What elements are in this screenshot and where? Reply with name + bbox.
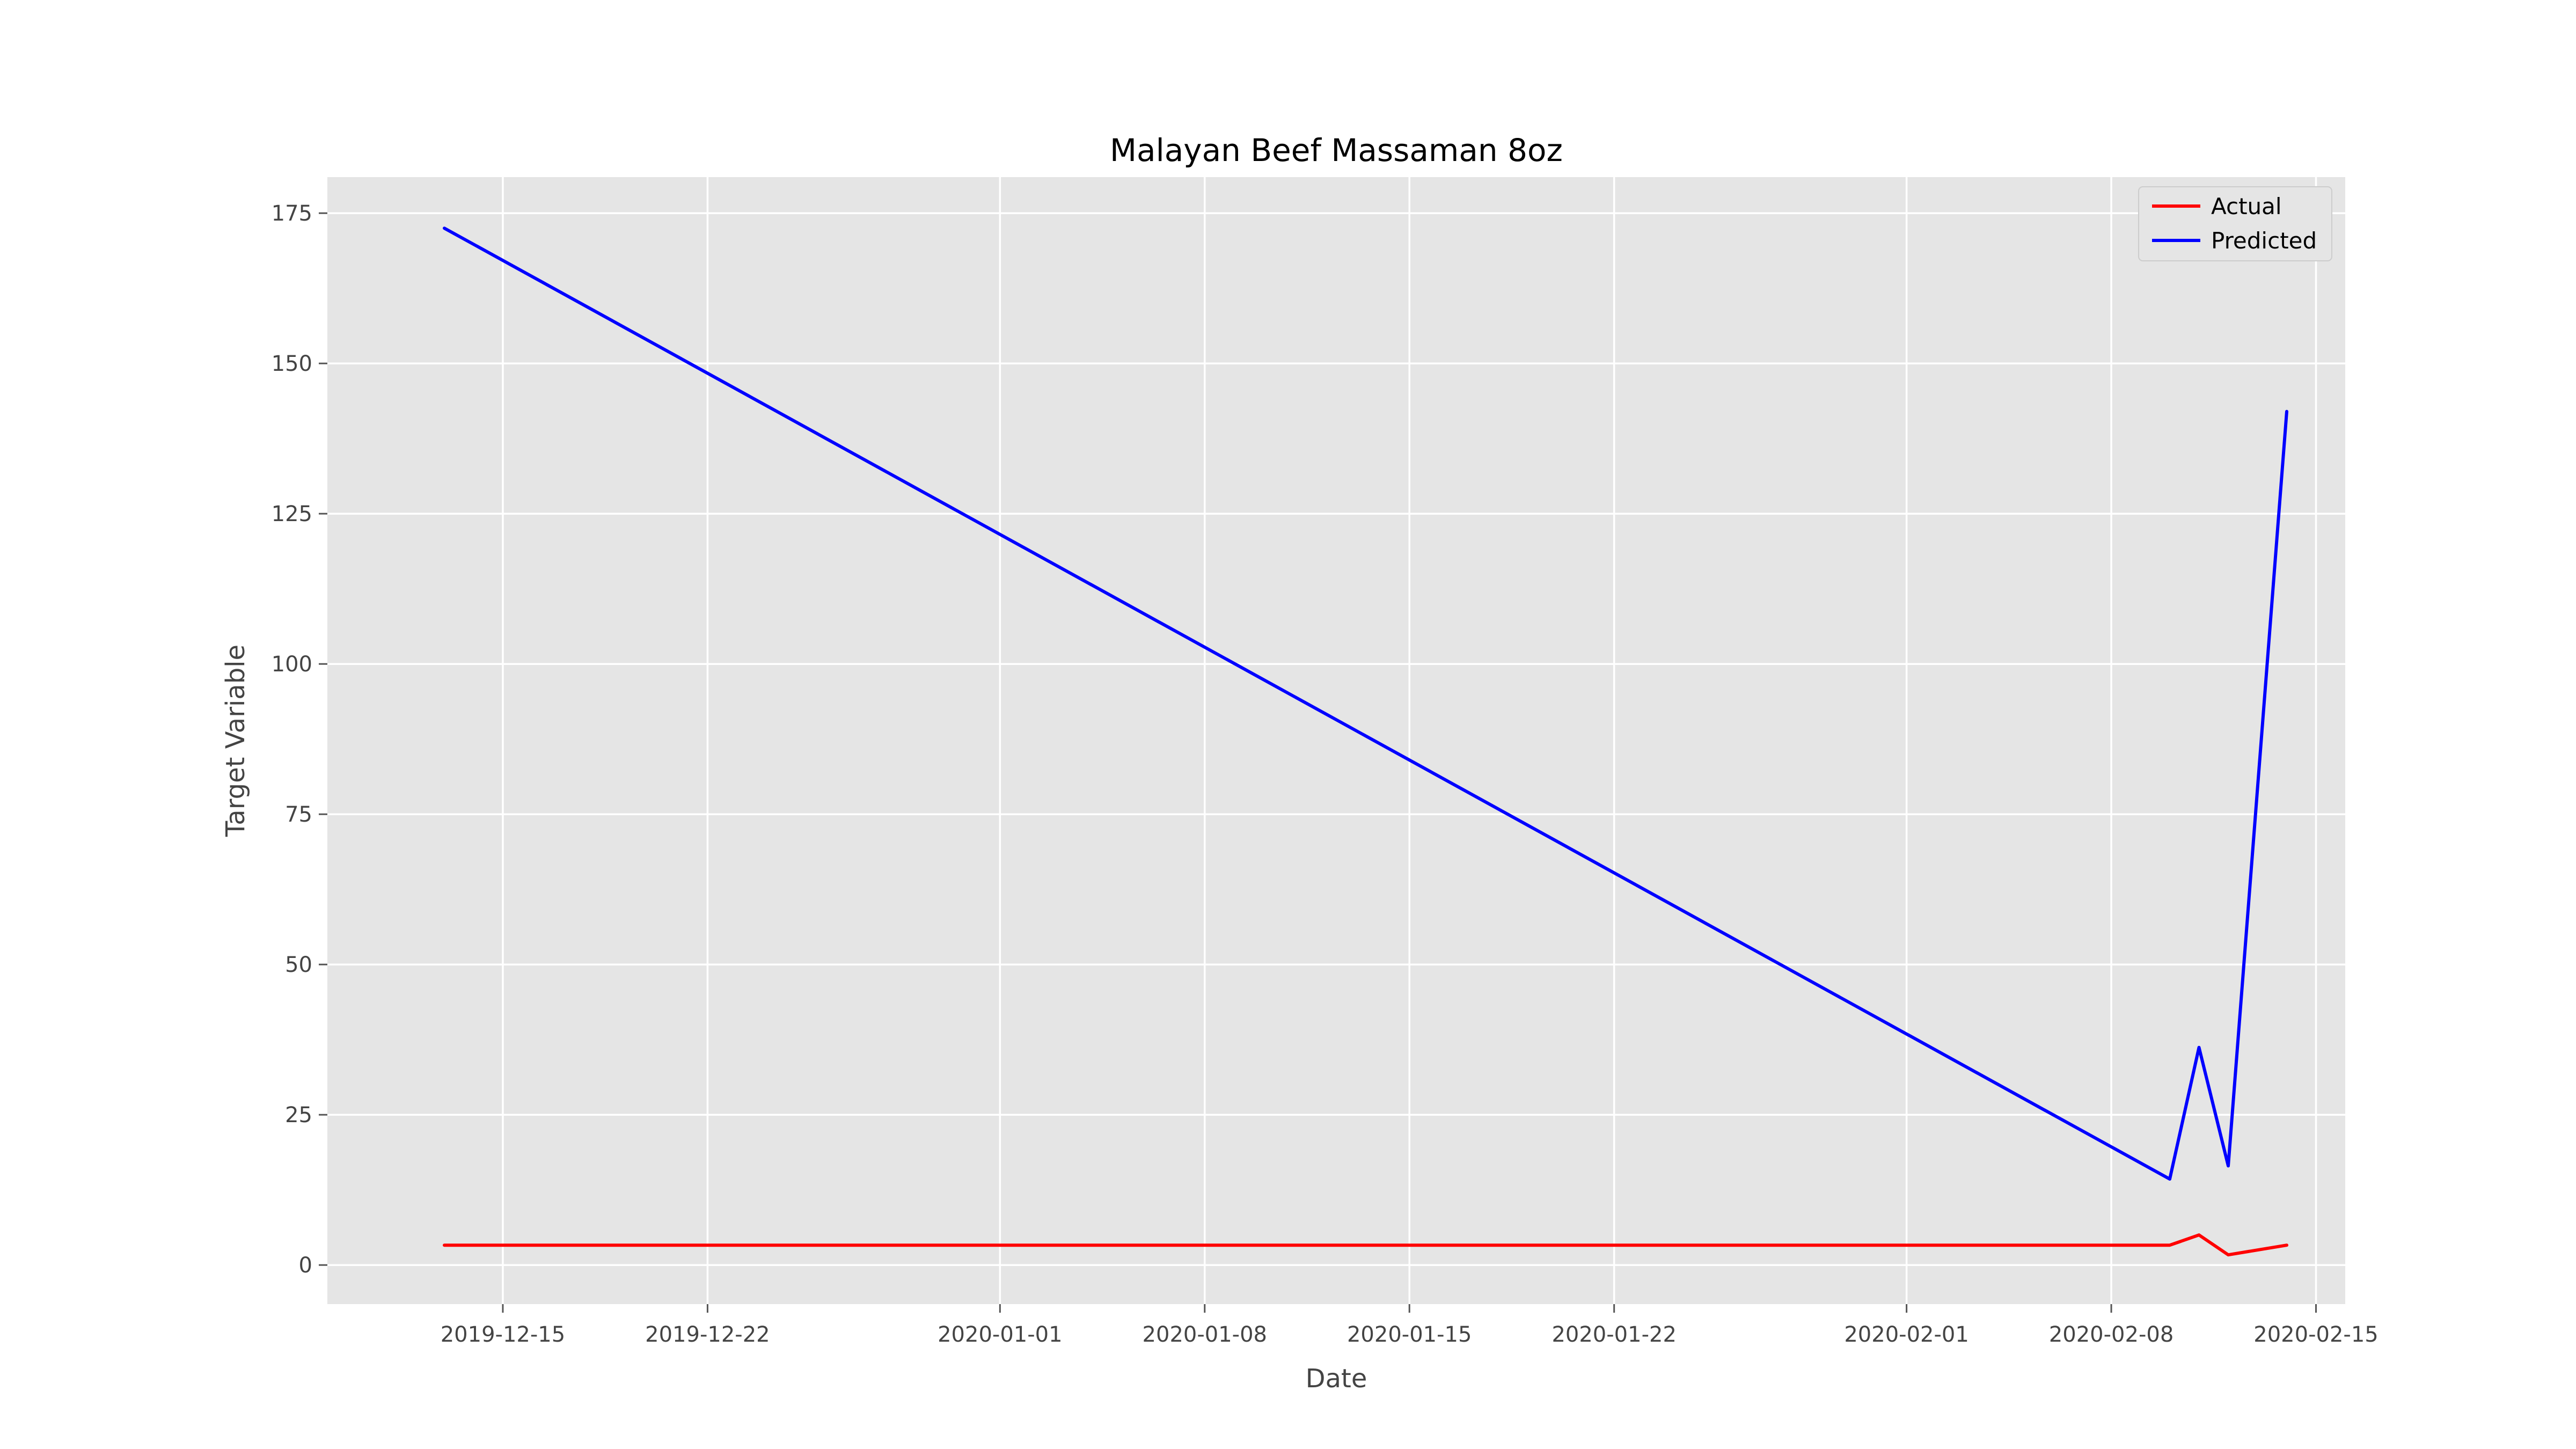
x-tick-label: 2019-12-15 (441, 1322, 565, 1347)
x-tick-label: 2019-12-22 (645, 1322, 770, 1347)
legend-label-actual: Actual (2211, 193, 2282, 219)
y-tick-label: 125 (272, 502, 312, 526)
x-tick-label: 2020-02-01 (1844, 1322, 1968, 1347)
series-line-predicted (443, 226, 2288, 1181)
x-tick-label: 2020-01-01 (938, 1322, 1062, 1347)
y-tick-label: 0 (299, 1253, 312, 1278)
legend: Actual Predicted (2138, 186, 2332, 261)
y-tick-label: 100 (272, 652, 312, 677)
series-line-actual (443, 1233, 2288, 1257)
x-tick-label: 2020-01-08 (1143, 1322, 1267, 1347)
y-tick-label: 175 (272, 201, 312, 226)
plot-area (327, 177, 2345, 1304)
chart-title: Malayan Beef Massaman 8oz (1110, 132, 1563, 169)
y-axis-label: Target Variable (221, 645, 251, 837)
legend-label-predicted: Predicted (2211, 228, 2317, 254)
series-layer (443, 226, 2288, 1257)
x-tick-label: 2020-01-22 (1552, 1322, 1676, 1347)
x-tick-label: 2020-02-08 (2049, 1322, 2174, 1347)
y-tick-label: 25 (285, 1103, 312, 1128)
x-tick-label: 2020-02-15 (2253, 1322, 2378, 1347)
y-tick-label: 50 (285, 953, 312, 977)
x-axis-label: Date (1306, 1364, 1367, 1394)
y-tick-label: 75 (285, 802, 312, 827)
grid (327, 177, 2345, 1304)
y-tick-label: 150 (272, 352, 312, 376)
y-axis: 0 25 50 75 100 125 150 175 (272, 201, 327, 1278)
x-tick-label: 2020-01-15 (1347, 1322, 1472, 1347)
x-axis: 2019-12-15 2019-12-22 2020-01-01 2020-01-08… (441, 1304, 2379, 1347)
